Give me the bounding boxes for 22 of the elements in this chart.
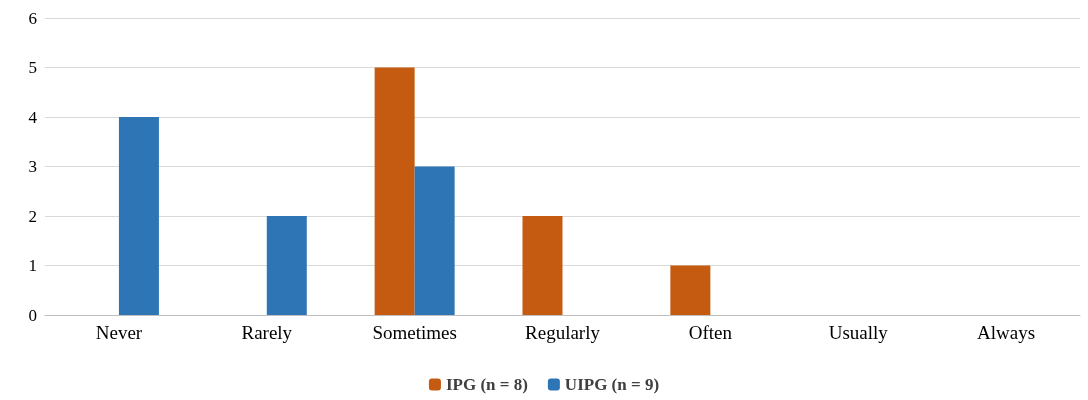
bar (266, 216, 307, 315)
x-tick-label: Sometimes (372, 322, 457, 343)
bar (522, 216, 563, 315)
y-tick-label: 3 (28, 157, 37, 176)
bar (118, 117, 159, 315)
y-tick-label: 1 (28, 256, 37, 275)
y-tick-label: 0 (28, 305, 37, 325)
x-tick-label: Often (688, 322, 733, 343)
x-tick-label: Never (95, 322, 143, 343)
bar (670, 265, 711, 315)
x-tick-label: Usually (828, 322, 889, 343)
bar (374, 67, 415, 315)
y-tick-label: 6 (28, 8, 37, 28)
y-tick-label: 4 (28, 107, 38, 127)
y-tick-label: 5 (28, 58, 37, 77)
legend-label: IPG (n = 8) (445, 375, 528, 394)
bar (414, 166, 455, 315)
y-tick-label: 2 (28, 206, 37, 226)
x-tick-label: Regularly (525, 322, 601, 343)
x-tick-label: Rarely (241, 322, 293, 343)
x-tick-label: Always (977, 322, 1036, 343)
legend-label: UIPG (n = 9) (564, 375, 660, 394)
